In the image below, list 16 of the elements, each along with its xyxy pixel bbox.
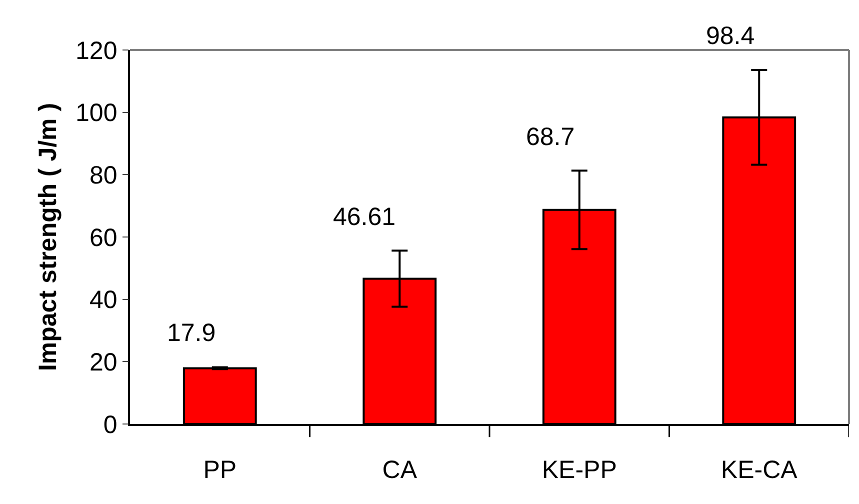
y-tick-label: 40: [89, 286, 118, 314]
y-tick-label: 20: [89, 348, 118, 376]
x-tick-label: KE-CA: [720, 456, 798, 484]
y-axis-title: Impact strength ( J/m ): [34, 102, 62, 372]
y-tick-label: 80: [89, 161, 118, 190]
data-label: 98.4: [706, 22, 755, 50]
y-tick-label: 120: [76, 36, 118, 65]
data-label: 17.9: [167, 319, 216, 347]
y-tick-label: 60: [89, 224, 118, 252]
x-tick-label: CA: [382, 456, 418, 484]
y-tick-label: 100: [76, 99, 118, 128]
data-label: 46.61: [333, 203, 396, 231]
data-label: 68.7: [526, 123, 575, 151]
y-tick-label: 0: [103, 410, 118, 439]
x-tick-label: PP: [203, 456, 237, 484]
x-tick-label: KE-PP: [542, 456, 617, 484]
